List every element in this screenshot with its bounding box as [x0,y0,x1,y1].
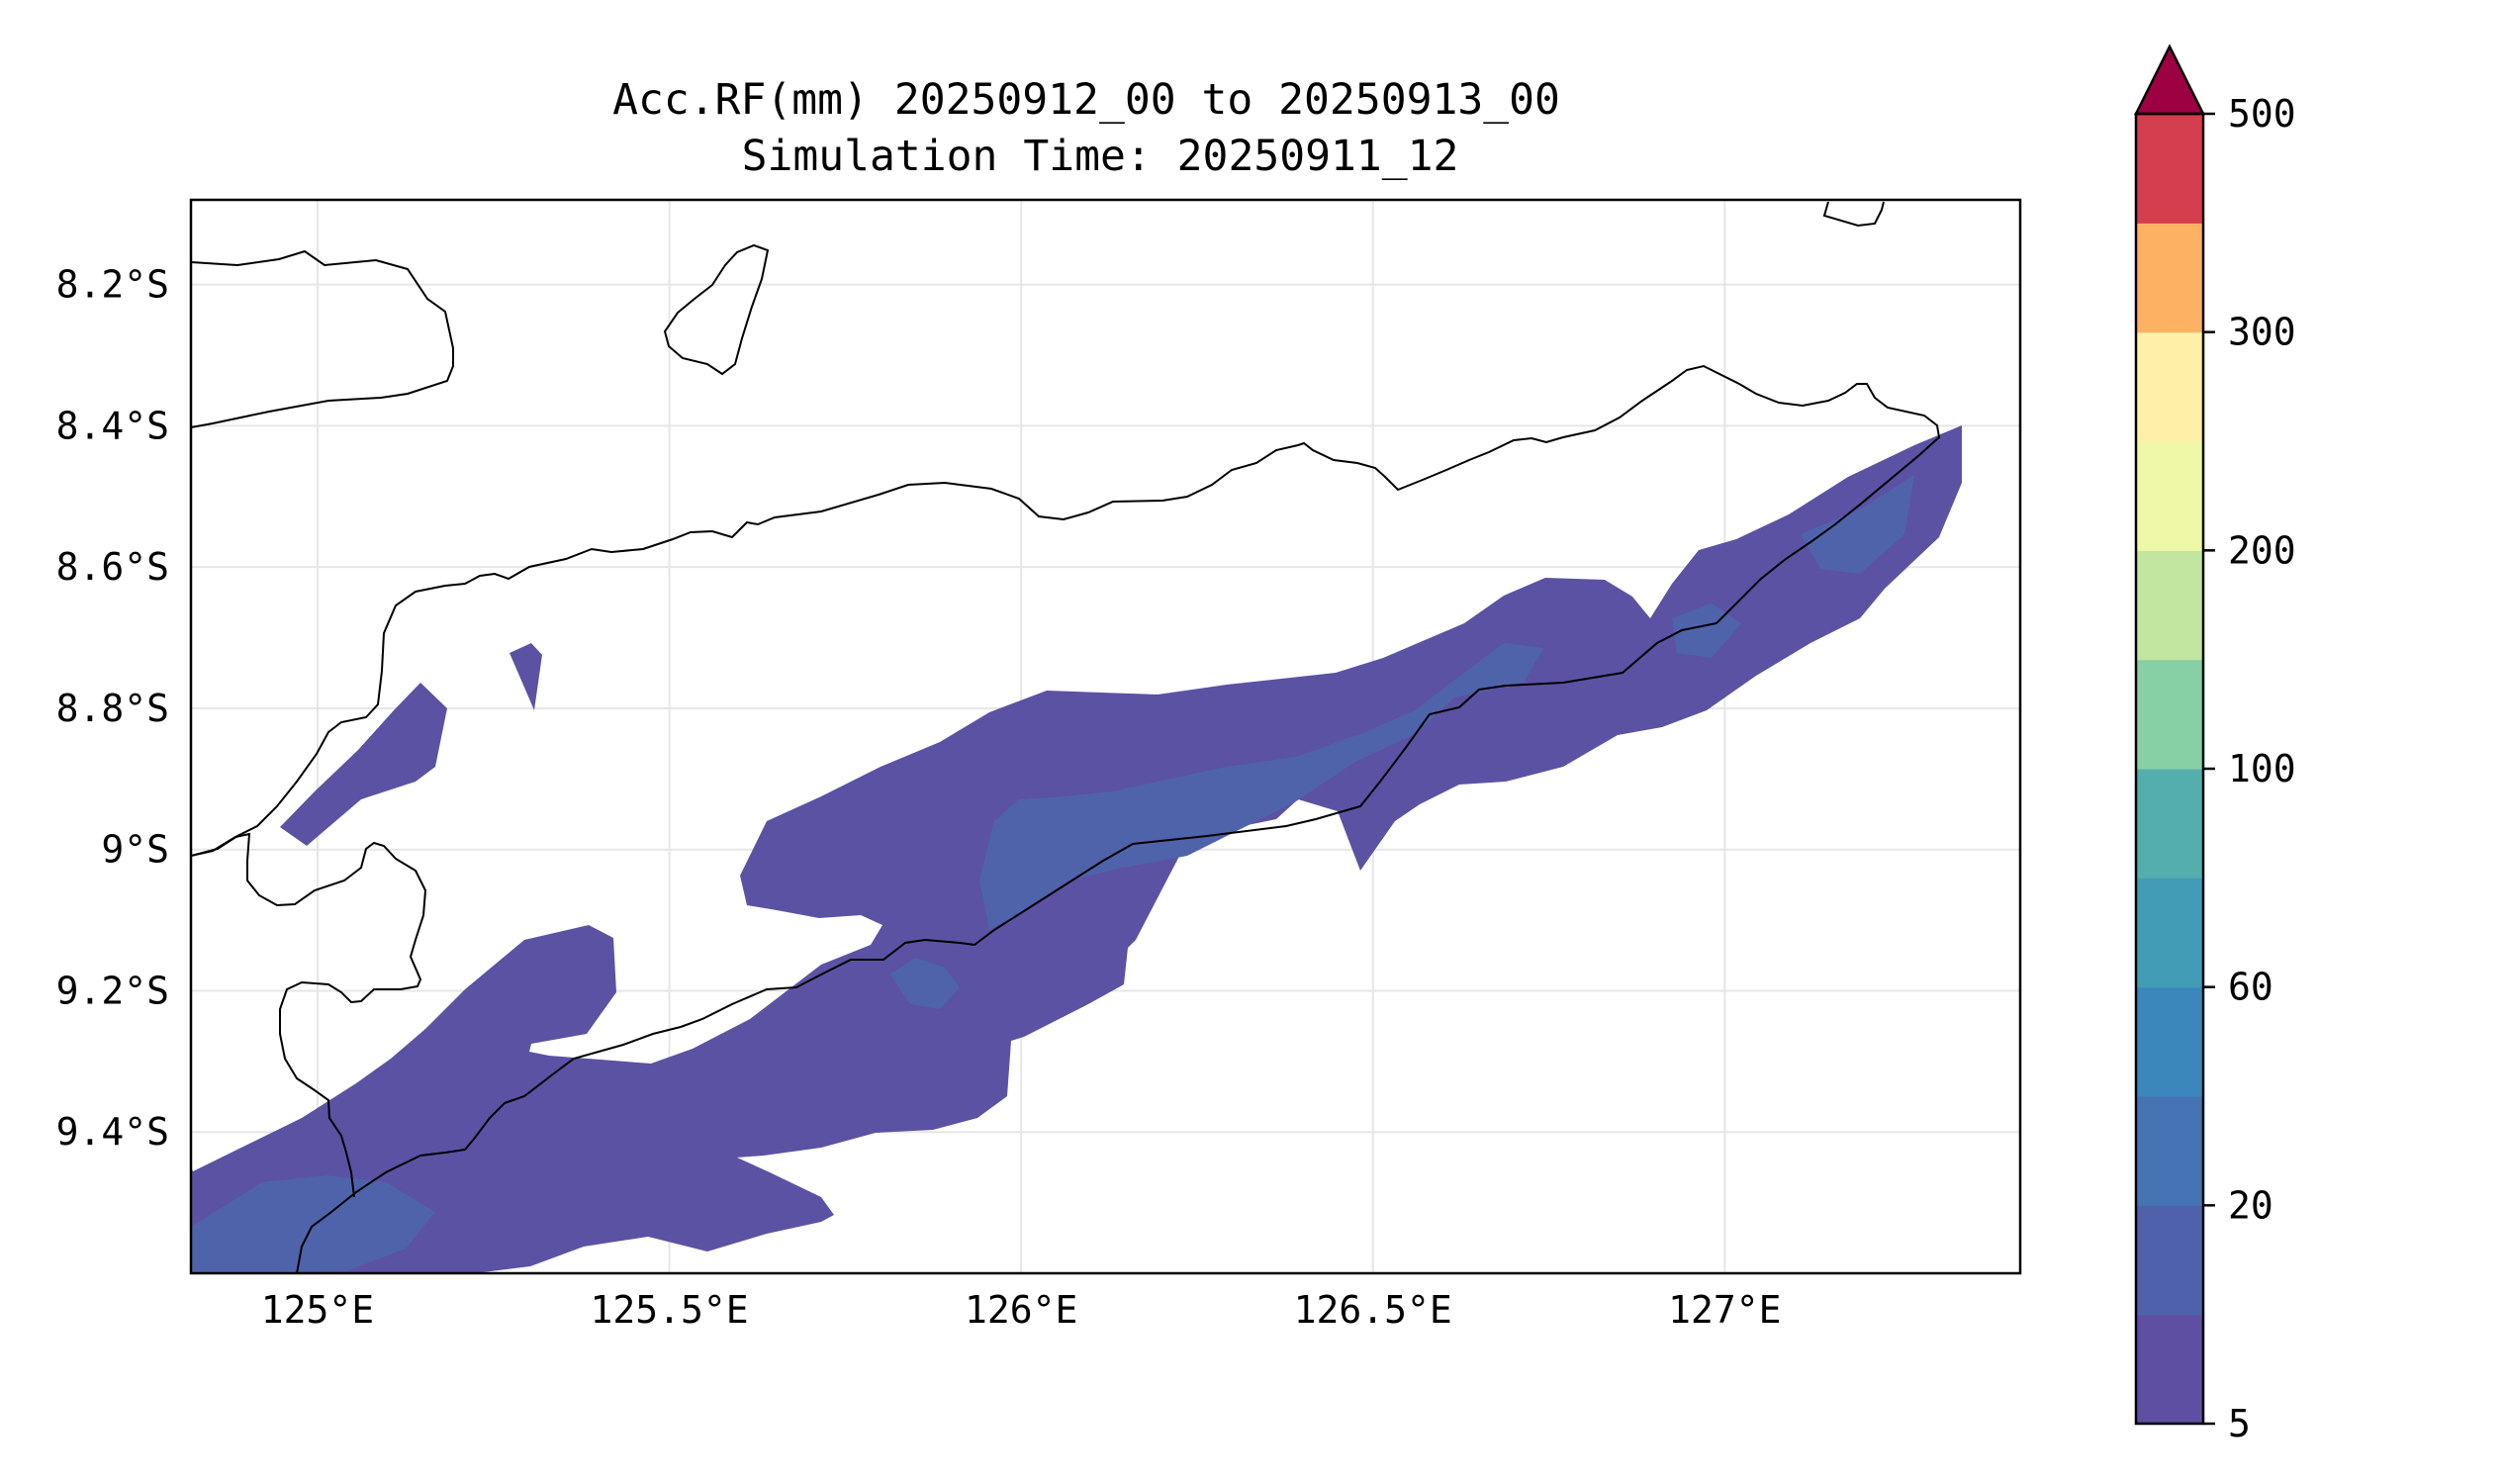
lon-tick-label: 125°E [261,1288,374,1332]
colorbar: 5 20 60 100 200 300 500 [2133,44,2296,1445]
colorbar-segment [2136,441,2203,551]
lon-tick-label: 126°E [965,1288,1077,1332]
colorbar-tick-label: 20 [2228,1183,2273,1227]
latitude-tick-labels: 8.2°S 8.4°S 8.6°S 8.8°S 9°S 9.2°S 9.4°S [56,263,169,1155]
map-frame [189,198,2022,1275]
colorbar-segment [2136,1314,2203,1425]
lat-tick-label: 9.2°S [56,969,169,1012]
rain-core-10-20mm-west [191,1175,435,1273]
coastlines [191,201,1941,1273]
colorbar-tick-label: 300 [2228,311,2296,354]
colorbar-segment [2136,223,2203,333]
rain-patch-small [510,643,542,710]
rainfall-contours [191,425,1962,1273]
coastline-atauro-island [663,243,770,376]
lon-tick-label: 127°E [1668,1288,1781,1332]
coastline-timor-north [191,364,1941,1273]
lat-tick-label: 9.4°S [56,1110,169,1154]
lon-tick-label: 125.5°E [591,1288,749,1332]
colorbar-segment [2136,550,2203,661]
colorbar-segment [2136,659,2203,770]
rain-core-10-20mm-east [1672,475,1914,658]
map-title-line-2: Simulation Time: 20250911_12 [742,132,1459,181]
colorbar-tick-label: 100 [2228,747,2296,790]
map-panel [189,198,2022,1275]
colorbar-segment [2136,878,2203,988]
colorbar-tick-label: 200 [2228,528,2296,572]
colorbar-tick-label: 5 [2228,1402,2251,1445]
lat-tick-label: 9°S [101,828,169,872]
colorbar-segment [2136,331,2203,442]
colorbar-segment [2136,1205,2203,1316]
colorbar-extend-triangle [2133,44,2206,116]
rain-patch-nw [280,683,447,846]
colorbar-segment [2136,114,2203,224]
colorbar-tick-label: 60 [2228,966,2273,1009]
colorbar-tick-label: 500 [2228,92,2296,136]
colorbar-segment [2136,986,2203,1097]
colorbar-segment [2136,1096,2203,1206]
lat-tick-label: 8.2°S [56,263,169,307]
colorbar-segment [2136,769,2203,879]
rain-core-10-20mm-central [979,643,1543,930]
lat-tick-label: 8.4°S [56,404,169,447]
longitude-tick-labels: 125°E 125.5°E 126°E 126.5°E 127°E [261,1288,1782,1332]
lat-tick-label: 8.6°S [56,545,169,589]
coastline-oecusse [191,832,427,1198]
lon-tick-label: 126.5°E [1294,1288,1452,1332]
coastline-wetar-island [191,249,454,428]
map-title-line-1: Acc.RF(mm) 20250912_00 to 20250913_00 [612,75,1560,125]
lat-tick-label: 8.8°S [56,687,169,730]
coastline-islet-ne [1822,201,1885,228]
rain-core-10-20mm-south [890,958,960,1009]
